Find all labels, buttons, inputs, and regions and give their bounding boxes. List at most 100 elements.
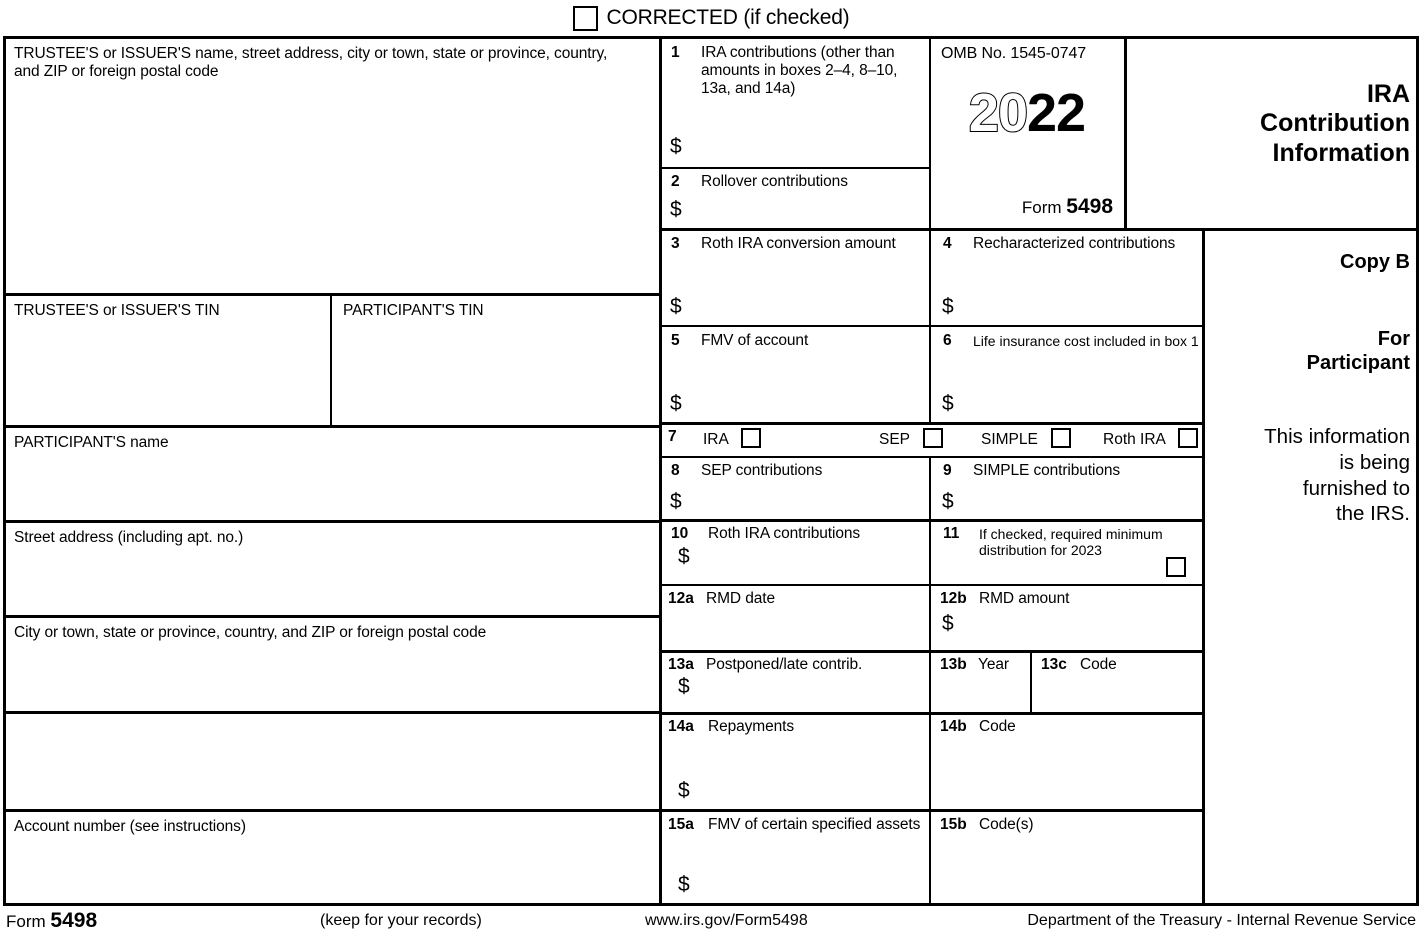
box-15b-label: Code(s) [979, 816, 1034, 833]
rule-left-city [3, 711, 659, 714]
irs-notice-line3: furnished to [1302, 476, 1410, 500]
box-10-label: Roth IRA contributions [708, 525, 861, 542]
city-state-zip-field[interactable]: City or town, state or province, country… [5, 617, 657, 709]
box-14b-label: Code [979, 718, 1016, 735]
box-14a-currency: $ [678, 779, 690, 802]
for-participant-line1: For [1377, 328, 1410, 350]
box-7-option-ira[interactable]: IRA [703, 428, 762, 449]
for-participant-block: For Participant [1307, 327, 1410, 375]
box-5-currency: $ [670, 392, 682, 415]
box-12a-number: 12a [668, 590, 694, 607]
for-participant-line2: Participant [1306, 352, 1410, 374]
box-8-currency: $ [670, 490, 682, 513]
right-title-line1: IRA [1366, 80, 1410, 108]
omb-number: OMB No. 1545-0747 [941, 45, 1087, 62]
box-14b[interactable]: 14b Code [931, 714, 1201, 807]
box-7-option-roth-ira[interactable]: Roth IRA [1103, 428, 1199, 449]
street-address-field[interactable]: Street address (including apt. no.) [5, 522, 657, 613]
box-14a[interactable]: 14a Repayments $ [661, 714, 927, 807]
box-5[interactable]: 5 FMV of account $ [661, 327, 927, 420]
box-2[interactable]: 2 Rollover contributions $ [661, 169, 927, 226]
rule-left-tin [3, 425, 659, 428]
tax-year-solid: 22 [1027, 83, 1086, 143]
tax-year: 2022 [931, 83, 1123, 143]
trustee-tin-field[interactable]: TRUSTEE'S or ISSUER'S TIN [5, 295, 328, 423]
box-2-number: 2 [671, 173, 680, 190]
form-footer: Form 5498 (keep for your records) www.ir… [0, 905, 1422, 940]
right-info-panel: Copy B For Participant This information … [1204, 230, 1416, 901]
participant-tin-field[interactable]: PARTICIPANT'S TIN [334, 295, 657, 423]
box-12a[interactable]: 12a RMD date [661, 586, 927, 648]
box-7-option-simple[interactable]: SIMPLE [981, 428, 1072, 449]
box-9-currency: $ [942, 490, 954, 513]
box-7-option-sep[interactable]: SEP [879, 428, 944, 449]
box-15a-label: FMV of certain specified assets [708, 816, 921, 833]
box-7-checkbox-roth-ira[interactable] [1178, 428, 1199, 448]
footer-keep-records: (keep for your records) [320, 912, 482, 929]
box-14b-number: 14b [940, 718, 967, 735]
left-blank-field[interactable] [5, 713, 657, 807]
rule-row1-row2 [659, 228, 1419, 231]
corrected-header: CORRECTED (if checked) [0, 0, 1422, 36]
box-13c[interactable]: 13c Code [1032, 652, 1201, 710]
corrected-checkbox[interactable] [572, 5, 598, 31]
irs-notice-line2: is being [1339, 450, 1410, 474]
box-7-checkbox-sep[interactable] [923, 428, 944, 448]
box-1-currency: $ [670, 135, 682, 158]
divider-box1-omb [929, 36, 931, 228]
trustee-name-address-field[interactable]: TRUSTEE'S or ISSUER'S name, street addre… [5, 38, 657, 291]
box-7-checkbox-ira[interactable] [741, 428, 762, 448]
box-15a[interactable]: 15a FMV of certain specified assets $ [661, 811, 927, 901]
box-12b[interactable]: 12b RMD amount $ [931, 586, 1201, 648]
right-title: IRA Contribution Information [1260, 80, 1410, 168]
corrected-label: CORRECTED (if checked) [606, 6, 850, 29]
box-13a-number: 13a [668, 656, 694, 673]
box-3-number: 3 [671, 235, 680, 252]
tax-year-hollow: 20 [968, 83, 1029, 143]
divider-omb [1124, 36, 1127, 228]
participant-name-label: PARTICIPANT'S name [14, 434, 169, 451]
box-15b-number: 15b [940, 816, 967, 833]
box-7-option-simple-label: SIMPLE [981, 431, 1038, 448]
divider-left-main [659, 36, 662, 905]
box-9-number: 9 [943, 462, 952, 479]
box-9[interactable]: 9 SIMPLE contributions $ [931, 458, 1201, 517]
box-12b-number: 12b [940, 590, 967, 607]
box-1[interactable]: 1 IRA contributions (other than amounts … [661, 38, 927, 165]
footer-agency: Department of the Treasury - Internal Re… [1027, 912, 1416, 929]
trustee-tin-label: TRUSTEE'S or ISSUER'S TIN [14, 302, 220, 319]
box-8[interactable]: 8 SEP contributions $ [661, 458, 927, 517]
box-6[interactable]: 6 Life insurance cost included in box 1 … [931, 327, 1201, 420]
divider-tins [330, 293, 332, 425]
box-1-label: IRA contributions (other than amounts in… [701, 44, 898, 97]
box-4-number: 4 [943, 235, 952, 252]
box-13b[interactable]: 13b Year [931, 652, 1029, 710]
box-3-currency: $ [670, 295, 682, 318]
rule-b1-b2 [659, 167, 930, 169]
border-bottom [3, 903, 1419, 906]
street-address-label: Street address (including apt. no.) [14, 529, 244, 546]
footer-url[interactable]: www.irs.gov/Form5498 [645, 912, 808, 929]
box-12b-currency: $ [942, 612, 954, 635]
box-15a-number: 15a [668, 816, 694, 833]
box-13a[interactable]: 13a Postponed/late contrib. $ [661, 652, 927, 710]
account-number-label: Account number (see instructions) [14, 818, 246, 835]
border-left [3, 36, 6, 905]
box-15b[interactable]: 15b Code(s) [931, 811, 1201, 901]
box-11[interactable]: 11 If checked, required minimum distribu… [931, 521, 1201, 582]
footer-form-number: 5498 [50, 909, 98, 932]
box-3[interactable]: 3 Roth IRA conversion amount $ [661, 230, 927, 323]
box-7-number: 7 [668, 428, 677, 445]
box-7[interactable]: 7 IRA SEP SIMPLE Roth IRA [661, 424, 1201, 455]
box-11-checkbox[interactable] [1166, 557, 1186, 577]
box-10-currency: $ [678, 545, 690, 568]
account-number-field[interactable]: Account number (see instructions) [5, 811, 657, 901]
participant-name-field[interactable]: PARTICIPANT'S name [5, 427, 657, 518]
right-title-block: IRA Contribution Information [1204, 38, 1416, 226]
box-10[interactable]: 10 Roth IRA contributions $ [661, 521, 927, 582]
form-word: Form [1021, 198, 1062, 217]
box-7-checkbox-simple[interactable] [1051, 428, 1072, 448]
box-4[interactable]: 4 Recharacterized contributions $ [931, 230, 1201, 323]
irs-notice-line1: This information [1264, 425, 1410, 448]
rule-b14-b15 [659, 809, 1203, 812]
